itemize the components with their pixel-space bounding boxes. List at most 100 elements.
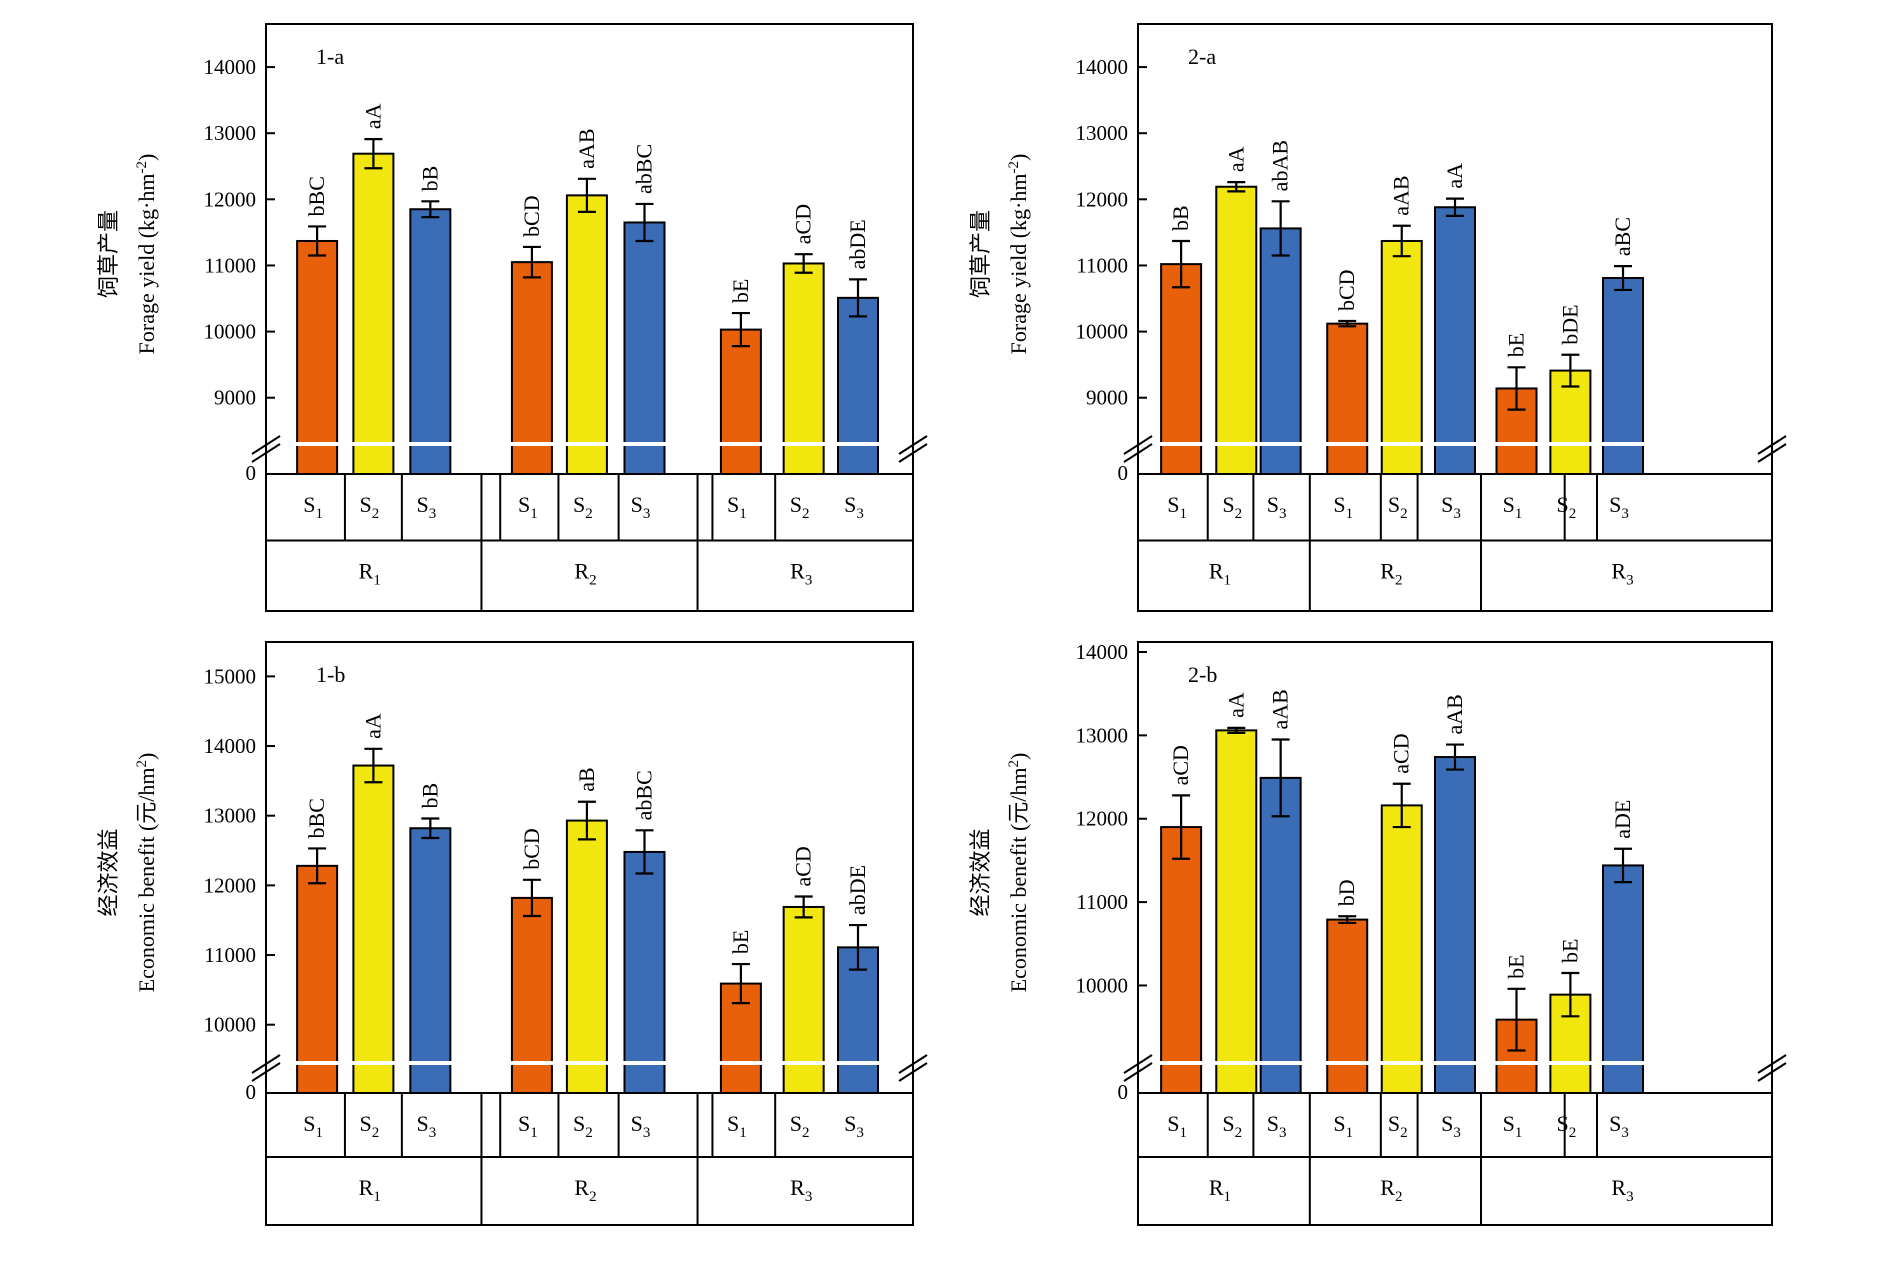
category-label: S2 bbox=[1222, 492, 1242, 522]
category-label: S2 bbox=[1557, 492, 1577, 522]
group-label: R2 bbox=[574, 1175, 596, 1205]
bar-R2-S3 bbox=[1434, 206, 1476, 476]
category-label: S3 bbox=[631, 492, 651, 522]
bar-R1-S2 bbox=[1215, 729, 1258, 1094]
category-label: S2 bbox=[790, 1111, 810, 1141]
significance-label: aA bbox=[1442, 163, 1467, 189]
category-label: S1 bbox=[518, 1111, 538, 1141]
y-axis-label-en: Economic benefit (元/hm2) bbox=[134, 753, 159, 993]
category-label: S1 bbox=[518, 492, 538, 522]
bar-R2-S3 bbox=[623, 221, 666, 475]
axis-break-band bbox=[1139, 1061, 1771, 1065]
bar-R3-S2 bbox=[782, 905, 825, 1095]
bar-R1-S2 bbox=[1215, 185, 1258, 476]
bar-R1-S2 bbox=[352, 152, 395, 475]
category-label: S2 bbox=[1222, 1111, 1242, 1141]
significance-label: aA bbox=[360, 713, 385, 739]
panel-label: 2-a bbox=[1188, 44, 1216, 69]
category-label: S3 bbox=[631, 1111, 651, 1141]
y-tick-label: 13000 bbox=[204, 121, 257, 145]
category-label: S3 bbox=[1609, 1111, 1629, 1141]
axis-break-mark bbox=[1123, 1062, 1153, 1082]
axis-break-mark bbox=[1123, 1054, 1153, 1074]
category-label: S1 bbox=[1167, 1111, 1187, 1141]
category-label: S2 bbox=[360, 1111, 380, 1141]
axis-break-mark bbox=[898, 435, 928, 455]
significance-label: aB bbox=[574, 767, 599, 791]
category-label: S1 bbox=[727, 492, 747, 522]
significance-label: bE bbox=[1503, 333, 1528, 357]
bar-R3-S3 bbox=[1602, 277, 1645, 476]
axis-break-mark bbox=[1757, 435, 1787, 455]
y-axis-label-en: Forage yield (kg·hm-2) bbox=[1006, 154, 1031, 355]
significance-label: abDE bbox=[845, 219, 870, 269]
category-label: S3 bbox=[844, 492, 864, 522]
panel-label: 2-b bbox=[1188, 662, 1217, 687]
category-label: S1 bbox=[303, 1111, 323, 1141]
chart-panel-2-b: 10000 11000 12000 13000 14000 0 2-b 经济效益 Economi… bbox=[968, 640, 1787, 1226]
y-tick-label-zero: 0 bbox=[1118, 461, 1129, 485]
group-label: R3 bbox=[1611, 1175, 1633, 1205]
axis-break-mark bbox=[898, 1062, 928, 1082]
category-label: S3 bbox=[1441, 492, 1461, 522]
axis-break-mark bbox=[898, 443, 928, 463]
significance-label: bB bbox=[1168, 205, 1193, 231]
group-label: R1 bbox=[1209, 1175, 1231, 1205]
category-label: S2 bbox=[1388, 1111, 1408, 1141]
group-label: R2 bbox=[1380, 559, 1402, 589]
significance-label: aAB bbox=[1442, 694, 1467, 734]
panel-label: 1-a bbox=[316, 44, 344, 69]
category-label: S3 bbox=[1267, 492, 1287, 522]
category-label: S2 bbox=[790, 492, 810, 522]
y-tick-label: 11000 bbox=[1076, 253, 1128, 277]
y-tick-label-zero: 0 bbox=[1118, 1080, 1129, 1104]
y-axis-label-cn: 经济效益 bbox=[96, 828, 121, 916]
axis-break-band bbox=[267, 1061, 912, 1065]
significance-label: aA bbox=[1223, 692, 1248, 718]
y-tick-label: 13000 bbox=[204, 804, 257, 828]
y-tick-label: 10000 bbox=[1076, 320, 1129, 344]
axis-break-mark bbox=[251, 435, 281, 455]
bar-R2-S2 bbox=[565, 194, 608, 476]
bar-R1-S2 bbox=[352, 764, 395, 1095]
panel-label: 1-b bbox=[316, 662, 345, 687]
bar-R1-S1 bbox=[296, 864, 339, 1094]
significance-label: bCD bbox=[519, 195, 544, 237]
y-tick-label: 13000 bbox=[1076, 121, 1129, 145]
significance-label: bB bbox=[417, 783, 442, 809]
category-label: S1 bbox=[1167, 492, 1187, 522]
bar-R2-S1 bbox=[1326, 918, 1369, 1094]
y-tick-label: 12000 bbox=[1076, 187, 1129, 211]
significance-label: bBC bbox=[304, 798, 329, 838]
bar-R3-S3 bbox=[837, 946, 880, 1095]
category-label: S2 bbox=[360, 492, 380, 522]
group-label: R3 bbox=[1611, 559, 1633, 589]
axis-break-mark bbox=[251, 1062, 281, 1082]
bar-R2-S1 bbox=[510, 261, 553, 476]
category-label: S3 bbox=[1267, 1111, 1287, 1141]
bar-R2-S3 bbox=[623, 850, 666, 1094]
y-tick-label: 11000 bbox=[204, 253, 256, 277]
bar-R1-S3 bbox=[409, 827, 452, 1094]
significance-label: aDE bbox=[1610, 800, 1635, 839]
significance-label: aAB bbox=[574, 128, 599, 168]
y-tick-label-zero: 0 bbox=[246, 1080, 257, 1104]
y-tick-label: 12000 bbox=[1076, 807, 1129, 831]
y-tick-label: 13000 bbox=[1076, 723, 1129, 747]
significance-label: bD bbox=[1334, 879, 1359, 906]
category-label: S1 bbox=[1333, 492, 1353, 522]
y-tick-label: 14000 bbox=[204, 55, 257, 79]
category-label: S3 bbox=[416, 492, 436, 522]
y-axis-label-en: Forage yield (kg·hm-2) bbox=[134, 154, 159, 355]
y-tick-label: 10000 bbox=[1076, 973, 1129, 997]
y-tick-label-zero: 0 bbox=[246, 461, 257, 485]
bar-R3-S2 bbox=[782, 262, 825, 475]
bar-R2-S1 bbox=[510, 896, 553, 1094]
axis-break-mark bbox=[1123, 443, 1153, 463]
category-label: S1 bbox=[303, 492, 323, 522]
bar-R1-S3 bbox=[1259, 227, 1302, 475]
group-label: R1 bbox=[359, 1175, 381, 1205]
significance-label: bE bbox=[728, 930, 753, 954]
bar-R3-S3 bbox=[1602, 864, 1645, 1094]
